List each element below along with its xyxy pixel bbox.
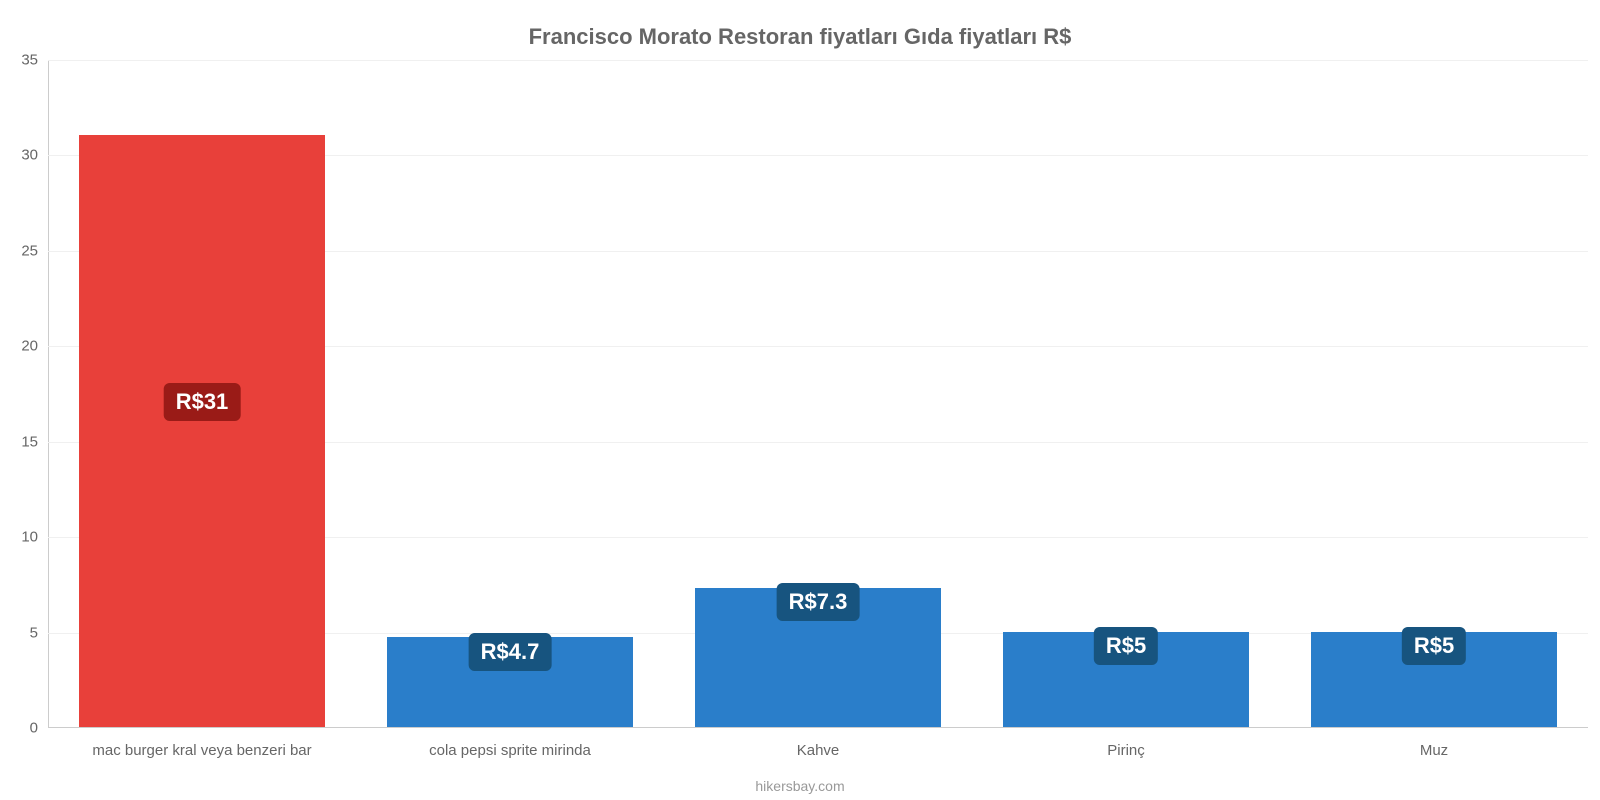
value-badge: R$5 bbox=[1094, 627, 1158, 665]
y-tick-label: 5 bbox=[30, 624, 48, 641]
value-badge: R$4.7 bbox=[469, 633, 552, 671]
y-tick-label: 35 bbox=[21, 52, 48, 69]
value-badge: R$31 bbox=[164, 383, 241, 421]
y-tick-label: 25 bbox=[21, 242, 48, 259]
y-tick-label: 30 bbox=[21, 147, 48, 164]
bar-slot: R$7.3Kahve bbox=[664, 60, 972, 728]
y-tick-label: 10 bbox=[21, 529, 48, 546]
bar-slot: R$4.7cola pepsi sprite mirinda bbox=[356, 60, 664, 728]
y-tick-label: 0 bbox=[30, 720, 48, 737]
y-tick-label: 20 bbox=[21, 338, 48, 355]
y-tick-label: 15 bbox=[21, 433, 48, 450]
value-badge: R$7.3 bbox=[777, 583, 860, 621]
x-category-label: Kahve bbox=[797, 728, 840, 759]
price-bar-chart: Francisco Morato Restoran fiyatları Gıda… bbox=[0, 0, 1600, 800]
value-badge: R$5 bbox=[1402, 627, 1466, 665]
x-category-label: mac burger kral veya benzeri bar bbox=[92, 728, 311, 759]
bar-slot: R$31mac burger kral veya benzeri bar bbox=[48, 60, 356, 728]
x-category-label: Pirinç bbox=[1107, 728, 1145, 759]
x-category-label: Muz bbox=[1420, 728, 1448, 759]
plot-area: 05101520253035R$31mac burger kral veya b… bbox=[48, 60, 1588, 728]
chart-title: Francisco Morato Restoran fiyatları Gıda… bbox=[0, 24, 1600, 50]
bar-slot: R$5Muz bbox=[1280, 60, 1588, 728]
chart-source: hikersbay.com bbox=[0, 778, 1600, 794]
x-category-label: cola pepsi sprite mirinda bbox=[429, 728, 591, 759]
bar bbox=[79, 135, 325, 727]
bar-slot: R$5Pirinç bbox=[972, 60, 1280, 728]
